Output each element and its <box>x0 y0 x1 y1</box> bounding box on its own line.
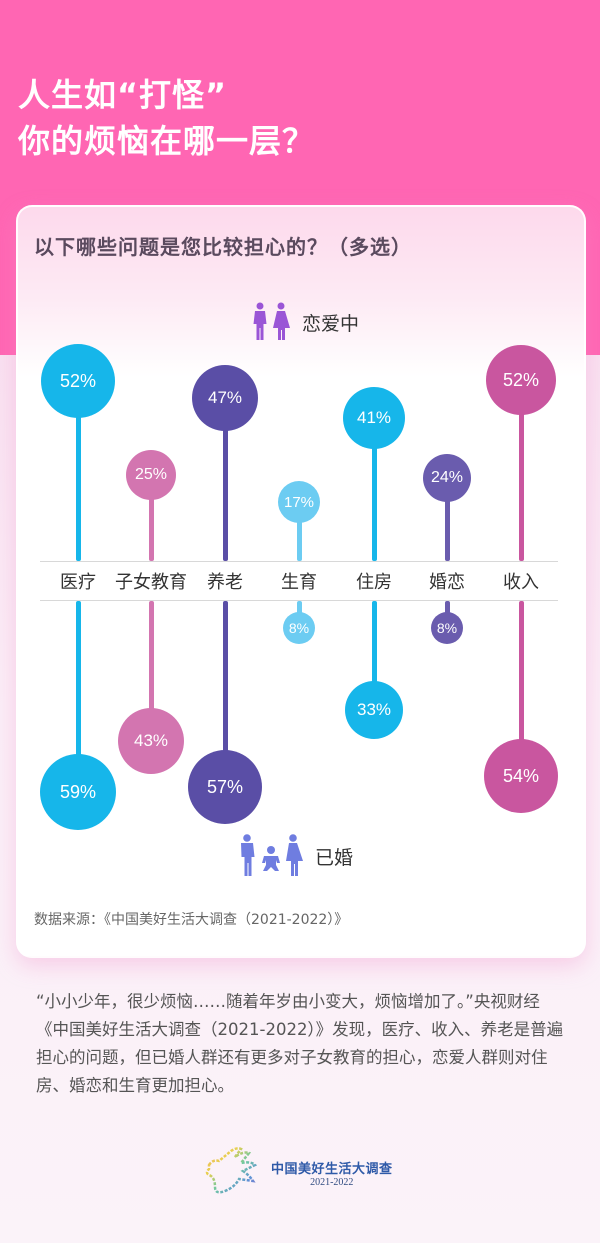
chart-question: 以下哪些问题是您比较担心的？（多选） <box>34 235 412 259</box>
family-icon <box>241 834 303 876</box>
stem-top-housing <box>371 440 377 561</box>
stem-bottom-childbirth <box>296 601 302 616</box>
logo-name: 中国美好生活大调查 <box>271 1162 393 1177</box>
value-label: 25% <box>134 466 168 483</box>
value-label: 24% <box>430 469 464 486</box>
stem-top-elderly <box>222 420 228 561</box>
bubble-married-medical: 59% <box>40 754 116 830</box>
bubble-dating-housing: 41% <box>343 387 405 449</box>
stem-top-income <box>518 405 524 561</box>
bubble-dating-childbirth: 17% <box>278 481 320 523</box>
value-label: 17% <box>283 493 315 511</box>
value-label: 52% <box>502 369 540 390</box>
bubble-dating-medical: 52% <box>41 344 115 418</box>
legend-married: 已婚 <box>237 834 353 878</box>
data-source: 数据来源：《中国美好生活大调查（2021-2022）》 <box>34 912 349 928</box>
bubble-married-income: 54% <box>484 739 558 813</box>
value-label: 43% <box>133 731 169 750</box>
value-label: 33% <box>356 700 392 719</box>
legend-dating: 恋爱中 <box>250 302 359 342</box>
title-line-2: 你的烦恼在哪一层？ <box>18 122 316 160</box>
stem-top-education <box>148 490 154 561</box>
value-label: 54% <box>502 765 540 786</box>
category-housing: 住房 <box>356 572 392 593</box>
couple-icon <box>253 302 290 340</box>
summary-paragraph: “小小少年，很少烦恼……随着年岁由小变大，烦恼增加了。”央视财经《中国美好生活大… <box>36 992 564 1095</box>
chart-card <box>16 205 586 958</box>
bubble-married-childbirth: 8% <box>283 612 315 644</box>
category-marriage: 婚恋 <box>429 572 465 593</box>
bubble-married-education: 43% <box>118 708 184 774</box>
value-label: 47% <box>207 388 243 407</box>
category-childbirth: 生育 <box>281 572 317 593</box>
value-label: 52% <box>59 370 97 391</box>
stem-bottom-housing <box>371 601 377 691</box>
bubble-married-elderly: 57% <box>188 750 262 824</box>
value-label: 8% <box>436 620 458 636</box>
value-label: 57% <box>206 776 244 797</box>
category-medical: 医疗 <box>60 572 96 593</box>
bubble-dating-elderly: 47% <box>192 365 258 431</box>
bubble-married-marriage: 8% <box>431 612 463 644</box>
survey-logo: 中国美好生活大调查 2021-2022 <box>203 1145 393 1201</box>
bubble-dating-education: 25% <box>126 450 176 500</box>
value-label: 41% <box>356 408 392 427</box>
logo-years: 2021-2022 <box>310 1177 354 1188</box>
stem-bottom-marriage <box>444 601 450 616</box>
stem-top-marriage <box>444 495 450 561</box>
bubble-married-housing: 33% <box>345 681 403 739</box>
value-label: 8% <box>288 620 310 636</box>
axis-line-top <box>40 561 558 562</box>
value-label: 59% <box>59 781 97 802</box>
bubble-dating-income: 52% <box>486 345 556 415</box>
stem-bottom-income <box>518 601 524 751</box>
page-title: 人生如“打怪” 你的烦恼在哪一层？ <box>18 72 315 164</box>
category-elderly: 养老 <box>207 572 243 593</box>
category-income: 收入 <box>503 572 539 593</box>
axis-line-bottom <box>40 600 558 601</box>
stem-bottom-education <box>148 601 154 721</box>
category-education: 子女教育 <box>115 572 187 593</box>
stem-top-medical <box>75 410 81 561</box>
stem-bottom-elderly <box>222 601 228 761</box>
title-line-1: 人生如“打怪” <box>18 76 228 114</box>
stem-top-childbirth <box>296 515 302 561</box>
dove-logo-icon <box>205 1147 258 1194</box>
stem-bottom-medical <box>75 601 81 766</box>
legend-dating-label: 恋爱中 <box>302 312 360 335</box>
legend-married-label: 已婚 <box>315 846 354 869</box>
bubble-dating-marriage: 24% <box>423 454 471 502</box>
